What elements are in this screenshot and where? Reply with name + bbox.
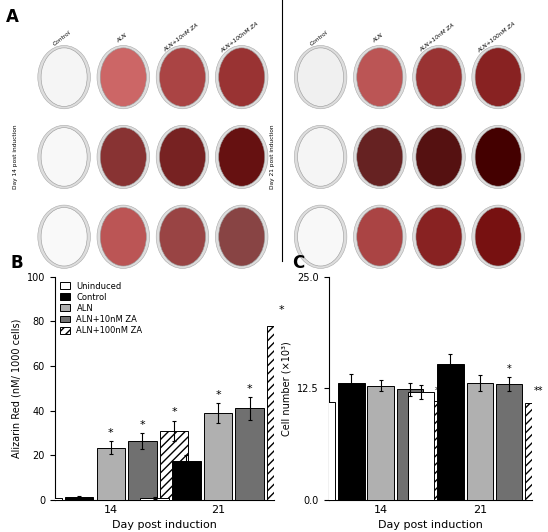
Ellipse shape — [38, 126, 90, 189]
Ellipse shape — [97, 45, 150, 109]
Bar — [338, 383, 364, 500]
Bar — [309, 402, 335, 500]
Text: ALN+10nM ZA: ALN+10nM ZA — [419, 23, 456, 53]
Text: **: ** — [534, 386, 543, 396]
Bar — [408, 392, 435, 500]
Text: *: * — [215, 389, 221, 400]
X-axis label: Day post induction: Day post induction — [112, 520, 217, 530]
Ellipse shape — [100, 48, 146, 106]
Bar — [397, 389, 423, 500]
Bar — [466, 383, 493, 500]
Bar — [204, 413, 232, 500]
Ellipse shape — [472, 205, 524, 269]
Bar — [236, 409, 264, 500]
Bar — [267, 326, 295, 500]
Bar — [172, 461, 201, 500]
Ellipse shape — [475, 48, 521, 106]
Ellipse shape — [298, 207, 344, 266]
Ellipse shape — [215, 126, 268, 189]
Text: *: * — [507, 364, 511, 374]
Ellipse shape — [100, 207, 146, 266]
Ellipse shape — [38, 45, 90, 109]
Bar — [140, 498, 169, 500]
Ellipse shape — [159, 207, 206, 266]
Text: Control: Control — [309, 29, 329, 46]
Text: C: C — [292, 254, 305, 272]
Ellipse shape — [353, 205, 406, 269]
Bar — [525, 403, 548, 500]
Ellipse shape — [219, 207, 265, 266]
Legend: Uninduced, Control, ALN, ALN+10nM ZA, ALN+100nM ZA: Uninduced, Control, ALN, ALN+10nM ZA, AL… — [59, 281, 144, 336]
Text: ALN+100nM ZA: ALN+100nM ZA — [220, 22, 260, 54]
Text: **: ** — [435, 386, 444, 395]
Ellipse shape — [156, 45, 209, 109]
Ellipse shape — [294, 205, 347, 269]
Ellipse shape — [475, 128, 521, 186]
Text: *: * — [140, 420, 145, 430]
Ellipse shape — [156, 126, 209, 189]
Text: ALN+10nM ZA: ALN+10nM ZA — [163, 23, 199, 53]
Ellipse shape — [294, 126, 347, 189]
Ellipse shape — [357, 128, 403, 186]
Ellipse shape — [219, 48, 265, 106]
Ellipse shape — [475, 207, 521, 266]
Ellipse shape — [156, 205, 209, 269]
Text: ALN: ALN — [116, 32, 128, 44]
Ellipse shape — [38, 205, 90, 269]
Text: B: B — [11, 254, 24, 272]
Ellipse shape — [353, 45, 406, 109]
Text: Day 14 post induction: Day 14 post induction — [13, 124, 18, 189]
Text: Control: Control — [53, 29, 72, 46]
Ellipse shape — [357, 207, 403, 266]
Ellipse shape — [416, 207, 462, 266]
Ellipse shape — [41, 207, 87, 266]
Bar — [437, 364, 464, 500]
Ellipse shape — [159, 48, 206, 106]
Text: ALN+100nM ZA: ALN+100nM ZA — [477, 22, 516, 54]
Ellipse shape — [413, 45, 465, 109]
Ellipse shape — [41, 128, 87, 186]
Bar — [33, 498, 62, 500]
Text: *: * — [278, 305, 284, 314]
Bar — [128, 441, 157, 500]
Bar — [368, 386, 394, 500]
Ellipse shape — [298, 128, 344, 186]
Text: Day 21 post induction: Day 21 post induction — [270, 124, 276, 189]
Bar — [496, 384, 522, 500]
X-axis label: Day post induction: Day post induction — [378, 520, 483, 530]
Ellipse shape — [472, 45, 524, 109]
Ellipse shape — [298, 48, 344, 106]
Bar — [96, 447, 125, 500]
Bar — [160, 431, 189, 500]
Bar — [426, 401, 452, 500]
Ellipse shape — [41, 48, 87, 106]
Ellipse shape — [416, 48, 462, 106]
Ellipse shape — [416, 128, 462, 186]
Ellipse shape — [353, 126, 406, 189]
Text: A: A — [5, 8, 18, 26]
Ellipse shape — [219, 128, 265, 186]
Ellipse shape — [100, 128, 146, 186]
Text: ALN: ALN — [372, 32, 384, 44]
Ellipse shape — [97, 205, 150, 269]
Bar — [65, 497, 93, 500]
Ellipse shape — [215, 45, 268, 109]
Y-axis label: Alizarin Red (nM/ 1000 cells): Alizarin Red (nM/ 1000 cells) — [11, 319, 21, 458]
Text: *: * — [247, 384, 253, 394]
Ellipse shape — [294, 45, 347, 109]
Text: *: * — [172, 408, 177, 418]
Text: *: * — [108, 428, 113, 437]
Ellipse shape — [97, 126, 150, 189]
Y-axis label: Cell number (×10³): Cell number (×10³) — [282, 341, 292, 436]
Ellipse shape — [357, 48, 403, 106]
Ellipse shape — [413, 205, 465, 269]
Ellipse shape — [413, 126, 465, 189]
Ellipse shape — [159, 128, 206, 186]
Ellipse shape — [215, 205, 268, 269]
Ellipse shape — [472, 126, 524, 189]
